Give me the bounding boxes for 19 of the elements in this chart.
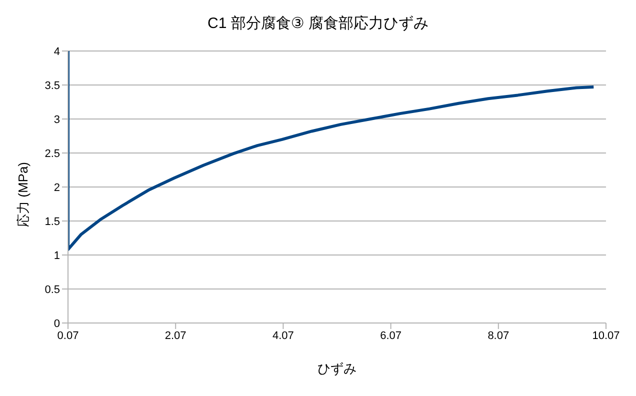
y-tick-label: 3.5 bbox=[44, 80, 60, 92]
chart-title: C1 部分腐食③ 腐食部応力ひずみ bbox=[206, 14, 430, 33]
x-tick-label: 6.07 bbox=[380, 330, 402, 342]
y-tick-label: 0 bbox=[54, 318, 60, 330]
x-axis-title: ひずみ bbox=[318, 361, 356, 376]
line-series bbox=[68, 51, 596, 252]
y-axis-title: 応力 (MPa) bbox=[16, 162, 31, 227]
y-tick-label: 3 bbox=[54, 114, 60, 126]
y-tick-label: 2.5 bbox=[44, 148, 60, 160]
y-tick-label: 2 bbox=[54, 182, 60, 194]
x-tick-label: 0.07 bbox=[57, 330, 79, 342]
x-tick-label: 4.07 bbox=[272, 330, 294, 342]
x-tick-label: 2.07 bbox=[164, 330, 186, 342]
y-tick-label: 4 bbox=[54, 46, 60, 58]
x-tick-label: 8.07 bbox=[488, 330, 510, 342]
x-tick-label: 10.07 bbox=[592, 330, 620, 342]
y-tick-label: 0.5 bbox=[44, 284, 60, 296]
y-tick-label: 1 bbox=[54, 250, 60, 262]
y-tick-label: 1.5 bbox=[44, 216, 60, 228]
